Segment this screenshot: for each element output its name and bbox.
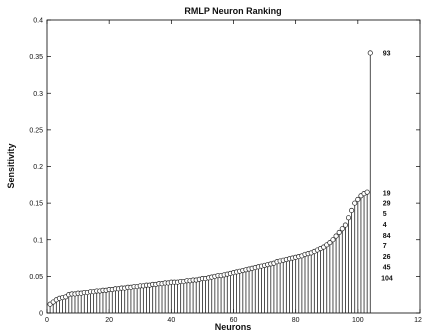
y-tick-label: 0.35 — [29, 54, 43, 61]
y-tick-label: 0.05 — [29, 274, 43, 281]
rank-label: 29 — [383, 201, 391, 208]
rank-label: 4 — [383, 222, 387, 229]
y-tick: 0.1 — [33, 237, 420, 244]
rank-label: 19 — [383, 190, 391, 197]
y-tick-label: 0 — [39, 311, 43, 318]
data-point — [327, 240, 333, 246]
y-tick-label: 0.15 — [29, 201, 43, 208]
data-point — [345, 215, 352, 221]
y-tick: 0.05 — [29, 274, 420, 281]
data-point — [333, 233, 339, 239]
data-point — [355, 196, 361, 203]
y-tick-label: 0.1 — [33, 237, 43, 244]
data-point — [342, 222, 348, 228]
data-point — [336, 229, 342, 235]
x-tick: 20 — [105, 20, 113, 324]
x-tick: 0 — [45, 20, 49, 324]
y-tick-label: 0.25 — [29, 127, 43, 134]
x-tick-label: 0 — [45, 317, 49, 324]
x-tick: 120 — [414, 20, 422, 324]
x-tick-label: 20 — [105, 317, 113, 324]
rank-label: 7 — [383, 243, 387, 250]
data-point — [349, 207, 355, 214]
stem-series — [47, 50, 373, 313]
y-axis-label: Sensitivity — [6, 143, 16, 188]
data-point — [364, 189, 370, 195]
x-tick-label: 60 — [230, 317, 238, 324]
data-point — [330, 237, 336, 243]
rank-label: 84 — [383, 233, 391, 240]
y-tick-label: 0.2 — [33, 164, 43, 171]
y-tick: 0.25 — [29, 127, 420, 134]
x-tick-label: 40 — [167, 317, 175, 324]
y-tick-label: 0.4 — [33, 18, 43, 25]
x-tick-label: 120 — [414, 317, 422, 324]
rank-label: 5 — [383, 211, 387, 218]
data-point — [367, 50, 373, 56]
y-axis: 0 0.05 0.1 0.15 0.2 0.25 0.3 0.35 0.4 — [29, 18, 420, 318]
data-point — [339, 226, 345, 232]
y-tick: 0.3 — [33, 91, 420, 98]
x-tick-label: 100 — [352, 317, 364, 324]
y-tick-label: 0.3 — [33, 91, 43, 98]
x-axis: 0 20 40 60 80 100 120 — [45, 20, 422, 324]
y-tick: 0.15 — [29, 201, 420, 208]
y-tick: 0.4 — [33, 18, 420, 25]
rank-label: 45 — [383, 264, 391, 271]
rank-annotations: 93 19 29 5 4 84 7 26 45 104 — [381, 50, 393, 282]
rank-label: 104 — [381, 275, 393, 282]
data-point — [352, 200, 358, 206]
y-tick: 0.35 — [29, 54, 420, 61]
y-tick: 0.2 — [33, 164, 420, 171]
x-axis-label: Neurons — [215, 322, 252, 332]
x-tick: 40 — [167, 20, 175, 324]
rank-label: 26 — [383, 254, 391, 261]
rank-label: 93 — [383, 50, 391, 57]
x-tick-label: 80 — [292, 317, 300, 324]
chart-title: RMLP Neuron Ranking — [184, 6, 281, 16]
